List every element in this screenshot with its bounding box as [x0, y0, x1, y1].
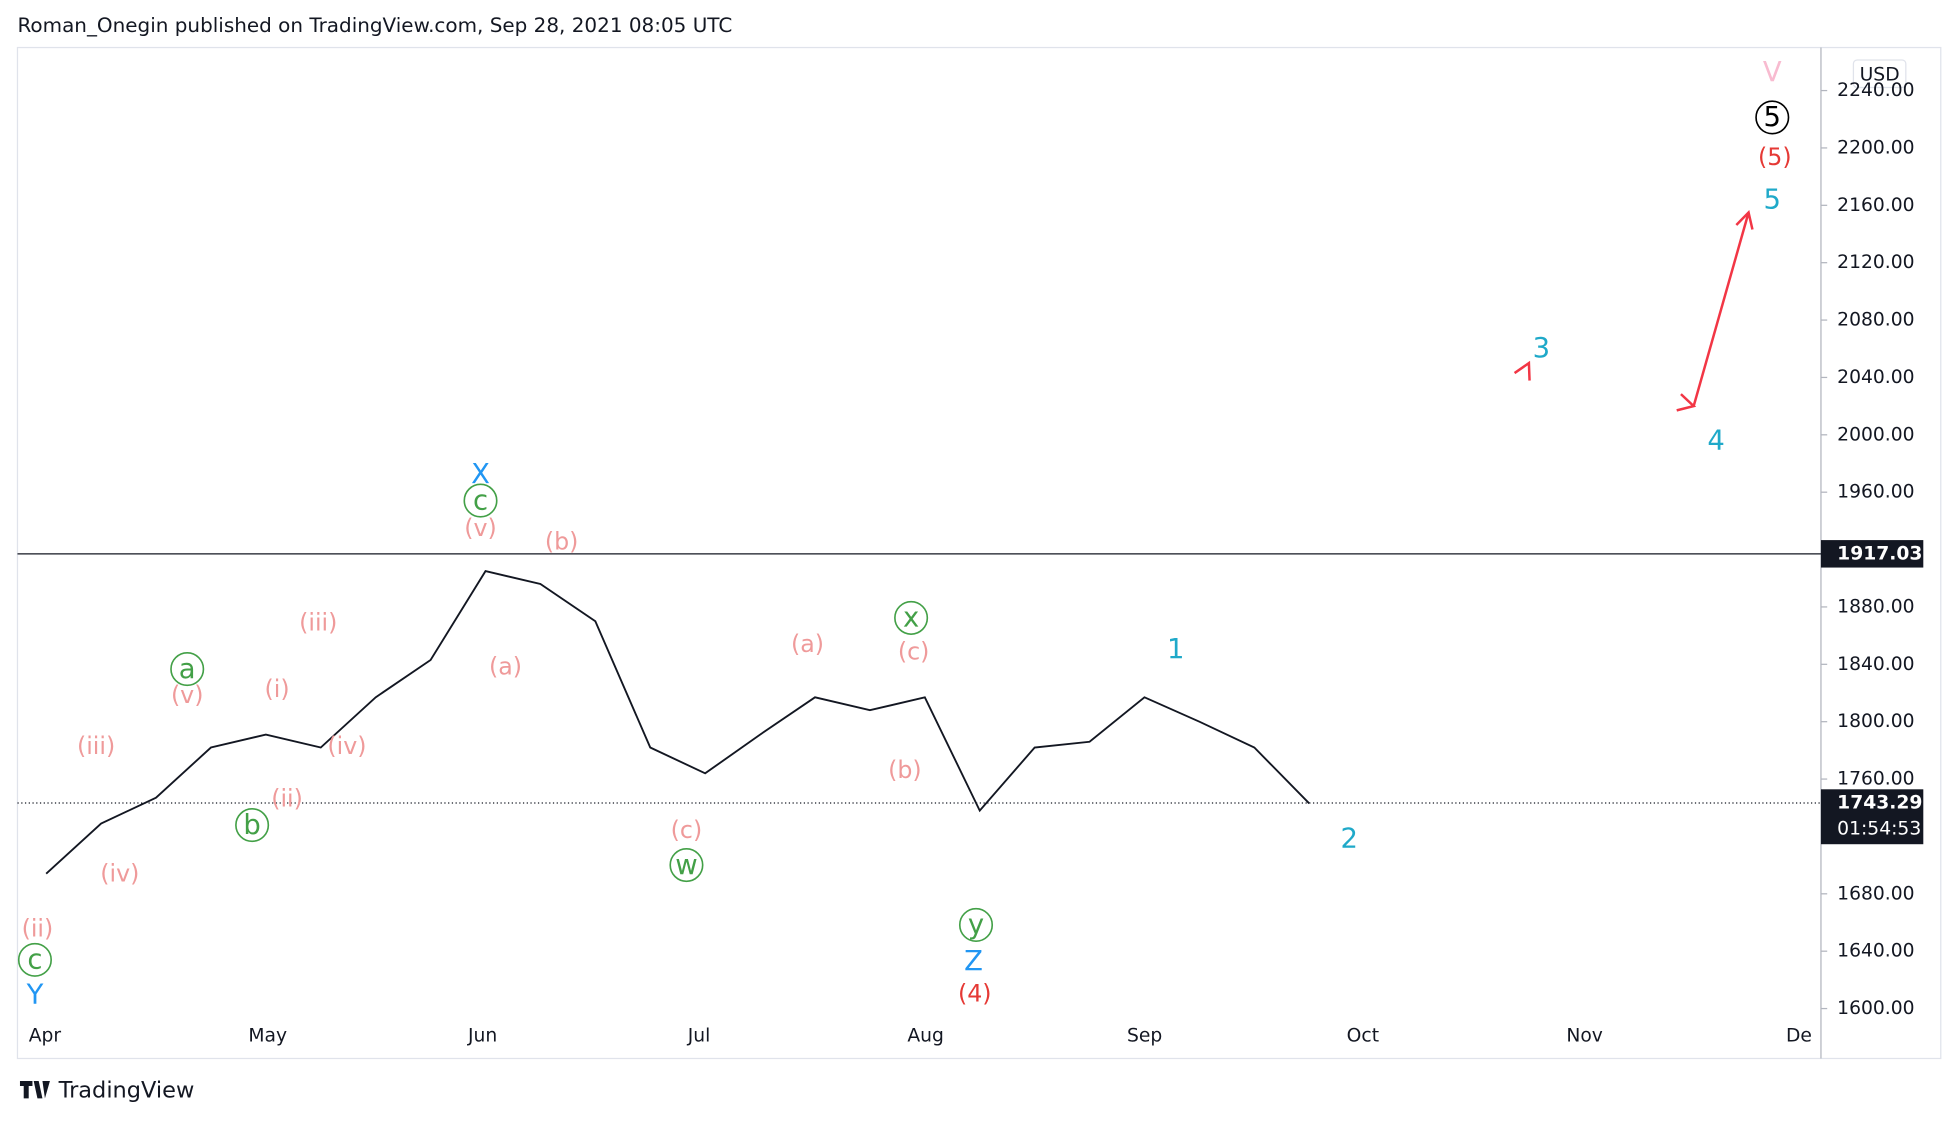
wave-label: (i): [265, 675, 290, 703]
x-tick-label: Sep: [1127, 1026, 1162, 1047]
wave-label: X: [471, 459, 490, 490]
y-tick-label: 1960.00: [1837, 482, 1914, 503]
x-tick-label: May: [248, 1026, 287, 1047]
annotation-circle: [669, 847, 704, 883]
annotation-circle: [958, 907, 994, 942]
y-tick-label: 1680.00: [1837, 883, 1914, 904]
x-tick-label: Jul: [687, 1026, 711, 1047]
last-price-tag: [1820, 789, 1924, 845]
wave-label: (iii): [299, 609, 337, 637]
y-tick-label: 2200.00: [1837, 137, 1914, 158]
y-tick-label: 2120.00: [1837, 252, 1914, 273]
wave-label: x: [903, 603, 919, 634]
wave-label: (a): [791, 630, 824, 658]
series-line: [45, 570, 1310, 875]
wave-label: (a): [489, 652, 522, 680]
wave-label: a: [179, 654, 196, 685]
frame: [16, 46, 1942, 1060]
arrow-head: [1676, 393, 1697, 412]
wave-label: y: [968, 910, 984, 941]
logo: [19, 1080, 50, 1099]
wave-label: 2: [1340, 824, 1357, 855]
wave-label: (iv): [100, 860, 139, 888]
currency: USD: [1860, 64, 1900, 85]
price-tag: [1820, 540, 1924, 568]
annotation-circle: [170, 652, 205, 687]
wave-label: (v): [464, 514, 497, 542]
wave-label: (c): [671, 816, 703, 844]
annotation-circle: [1755, 100, 1790, 135]
y-tick-label: 2000.00: [1837, 424, 1914, 445]
wave-label: 3: [1533, 333, 1550, 364]
wave-label: (iii): [77, 732, 115, 760]
wave-label: 5: [1764, 185, 1781, 216]
wave-label: (ii): [271, 785, 303, 813]
wave-label: (c): [898, 637, 930, 665]
arrow-head: [1513, 360, 1531, 381]
y-tick-label: 2080.00: [1837, 310, 1914, 331]
price-tag-label: 1917.03: [1837, 543, 1922, 564]
y-tick-label: 1880.00: [1837, 596, 1914, 617]
last-price-label: 1743.29: [1837, 793, 1922, 814]
y-tick-label: 2160.00: [1837, 195, 1914, 216]
y-tick-label: 2040.00: [1837, 367, 1914, 388]
wave-label: 4: [1707, 425, 1724, 456]
annotation-circle: [235, 808, 270, 843]
countdown: 01:54:53: [1837, 819, 1921, 840]
series-line: [1692, 212, 1750, 407]
wave-label: Z: [964, 946, 983, 977]
annotation-circle: [894, 600, 929, 635]
wave-label: c: [473, 485, 488, 516]
y-tick-label: 2240.00: [1837, 80, 1914, 101]
wave-label: (ii): [22, 914, 54, 942]
y-tick-label: 1600.00: [1837, 998, 1914, 1019]
wave-label: (iv): [327, 732, 366, 760]
header: Roman_Onegin published on TradingView.co…: [17, 13, 732, 37]
arrow-head: [1735, 209, 1754, 230]
y-tick-label: 1800.00: [1837, 711, 1914, 732]
x-tick-label: Oct: [1347, 1026, 1379, 1047]
currency-box: [1852, 59, 1907, 89]
wave-label: b: [243, 810, 260, 841]
wave-label: (4): [958, 979, 992, 1007]
x-tick-label: Aug: [907, 1026, 944, 1047]
wave-label: (b): [888, 756, 922, 784]
y-tick-label: 1840.00: [1837, 654, 1914, 675]
wave-label: Y: [26, 980, 44, 1011]
x-tick-label: Jun: [467, 1026, 497, 1047]
x-tick-label: Apr: [29, 1026, 62, 1047]
annotation-circle: [463, 483, 498, 518]
wave-label: (b): [545, 528, 579, 556]
wave-label: 5: [1764, 102, 1781, 133]
wave-label: (5): [1758, 143, 1792, 171]
wave-label: c: [27, 945, 42, 976]
wave-label: (v): [171, 681, 204, 709]
y-tick-label: 1640.00: [1837, 941, 1914, 962]
annotation-circle: [17, 942, 52, 977]
wave-label: 1: [1167, 634, 1184, 665]
wave-label: w: [675, 850, 697, 881]
y-tick-label: 1760.00: [1837, 769, 1914, 790]
x-tick-label: Nov: [1566, 1026, 1603, 1047]
footer: TradingView: [58, 1077, 195, 1103]
x-tick-label: De: [1786, 1026, 1812, 1047]
wave-label: V: [1763, 57, 1782, 88]
